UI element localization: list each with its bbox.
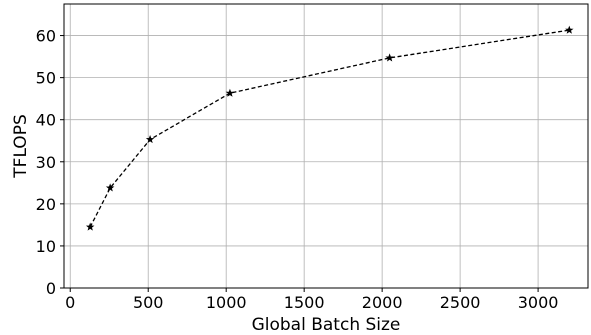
x-tick-label: 500 <box>133 293 164 312</box>
x-tick-label: 1500 <box>284 293 325 312</box>
y-tick-label: 30 <box>36 153 56 172</box>
y-tick-label: 60 <box>36 27 56 46</box>
x-axis-title: Global Batch Size <box>252 315 401 335</box>
x-tick-label: 2500 <box>440 293 481 312</box>
data-point-marker <box>565 25 574 34</box>
x-tick-label: 1000 <box>206 293 247 312</box>
x-tick-label: 2000 <box>362 293 403 312</box>
y-axis-title: TFLOPS <box>11 114 31 178</box>
y-tick-label: 50 <box>36 69 56 88</box>
x-tick-label: 0 <box>65 293 75 312</box>
data-point-marker <box>385 53 394 62</box>
y-tick-label: 20 <box>36 195 56 214</box>
data-point-marker <box>145 135 155 144</box>
data-point-marker <box>105 183 115 192</box>
y-tick-label: 10 <box>36 237 56 256</box>
plot-frame <box>63 3 589 289</box>
grid <box>64 4 588 289</box>
y-tick-label: 40 <box>36 111 56 130</box>
y-tick-label: 0 <box>46 279 56 298</box>
data-point-marker <box>85 222 95 231</box>
x-ticks: 0 500 1000 1500 2000 2500 3000 <box>65 288 558 312</box>
series-line-group <box>85 25 574 231</box>
x-tick-label: 3000 <box>518 293 559 312</box>
series-line <box>89 29 570 228</box>
y-ticks: 0 10 20 30 40 50 60 <box>36 27 64 298</box>
data-point-marker <box>225 88 235 97</box>
